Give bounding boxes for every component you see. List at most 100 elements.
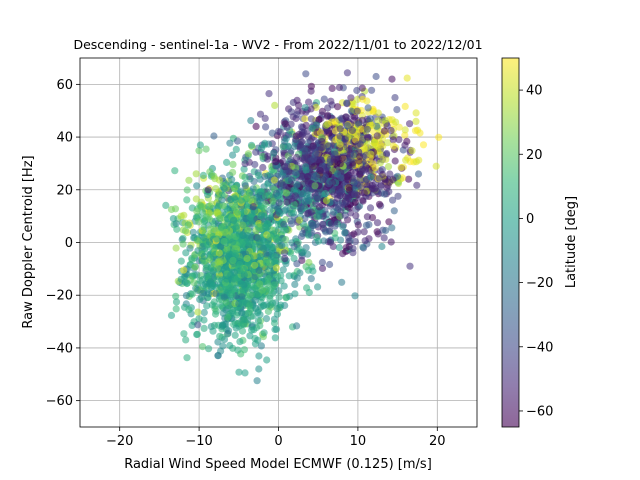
scatter-point [301,104,309,112]
y-tick-label: 0 [65,236,73,251]
scatter-point [293,153,301,161]
scatter-point [216,332,224,340]
scatter-point [262,250,270,258]
scatter-point [435,133,443,141]
scatter-point [217,223,225,231]
scatter-point [183,354,191,362]
scatter-point [220,184,228,192]
scatter-point [260,141,268,149]
scatter-point [325,148,333,156]
scatter-point [204,290,213,298]
scatter-point [343,173,351,181]
scatter-point [364,133,372,141]
scatter-point [162,201,170,209]
scatter-point [229,256,237,264]
scatter-point [387,238,395,246]
scatter-point [330,218,339,226]
scatter-point [272,158,280,166]
scatter-point [278,242,286,250]
scatter-point [342,113,350,121]
scatter-point [329,208,338,216]
scatter-point [389,176,397,184]
scatter-point [334,103,342,111]
scatter-point [318,264,327,272]
scatter-point [254,317,262,325]
scatter-point [300,150,308,158]
scatter-point [302,121,310,129]
scatter-point [366,204,375,212]
scatter-point [274,226,282,234]
scatter-point [315,203,324,211]
scatter-point [298,190,306,198]
scatter-point [182,336,190,344]
scatter-point [262,315,271,323]
colorbar-tick-label: 20 [526,148,543,163]
scatter-point [186,244,194,252]
scatter-point [261,172,269,181]
scatter-point [318,258,326,266]
scatter-point [373,219,382,227]
scatter-point [312,172,320,180]
scatter-point [338,278,346,286]
scatter-point [331,234,339,242]
scatter-point [349,100,357,108]
scatter-point [357,125,365,133]
scatter-point [199,343,207,351]
scatter-point [281,255,289,263]
scatter-point [347,107,355,115]
scatter-point [196,201,204,209]
scatter-point [188,321,196,329]
scatter-point [318,156,326,164]
scatter-point [268,129,276,137]
scatter-point [179,240,187,248]
scatter-point [297,203,305,211]
scatter-point [220,237,228,246]
scatter-point [200,252,208,260]
scatter-point [264,307,272,315]
scatter-point [264,152,272,160]
scatter-point [244,150,252,158]
scatter-point [307,105,315,113]
scatter-point [310,162,318,171]
scatter-point [350,230,358,238]
scatter-point [247,291,255,299]
scatter-point [172,305,180,313]
scatter-point [388,75,396,83]
scatter-point [210,132,218,140]
scatter-point [363,143,371,151]
scatter-point [319,143,327,151]
scatter-point [260,329,268,337]
scatter-point [368,181,376,189]
scatter-point [255,223,263,231]
scatter-point [189,228,197,236]
scatter-point [336,125,344,133]
scatter-point [241,315,249,323]
scatter-point [401,102,409,110]
colorbar: −60 −40 −20 0 20 40 [501,57,553,428]
scatter-point [216,214,224,222]
scatter-point [336,212,344,220]
scatter-point [347,94,355,102]
x-axis-ticks: −20 −10 0 10 20 [106,427,446,449]
scatter-point [364,104,372,112]
scatter-point [406,262,414,270]
scatter-point [401,131,409,139]
scatter-point [260,204,268,212]
scatter-point [206,225,215,233]
scatter-point [283,162,291,170]
scatter-point [367,173,375,181]
scatter-point [240,165,248,173]
scatter-point [232,249,240,258]
scatter-point [259,244,267,252]
scatter-point [245,309,253,317]
scatter-point [245,302,254,310]
scatter-point [230,194,238,202]
colorbar-tick-label: 40 [526,84,543,99]
scatter-point [313,121,321,129]
scatter-point [173,225,181,233]
x-tick-label: 20 [429,434,446,449]
scatter-point [331,150,339,158]
scatter-point [343,69,351,77]
scatter-point [319,220,327,228]
scatter-point [184,221,192,229]
